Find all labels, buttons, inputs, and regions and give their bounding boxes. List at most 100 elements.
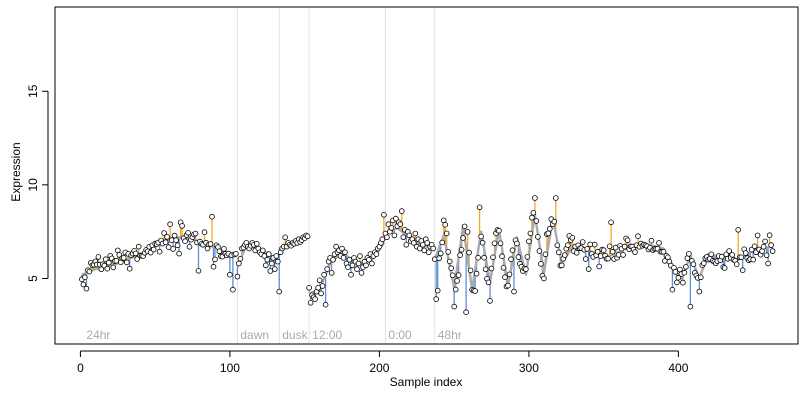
data-point	[499, 253, 505, 260]
data-point	[615, 252, 622, 258]
event-annotation-label: 12:00	[312, 328, 342, 342]
data-point	[95, 254, 102, 260]
data-point	[186, 244, 193, 250]
data-point	[282, 234, 289, 241]
data-point	[328, 270, 335, 276]
data-point	[738, 254, 744, 261]
event-annotation-label: 48hr	[438, 328, 462, 342]
data-point	[726, 248, 732, 254]
data-point	[124, 259, 130, 266]
data-point	[656, 240, 662, 246]
data-point	[363, 262, 369, 269]
data-point	[406, 232, 413, 239]
y-tick-label: 10	[26, 178, 40, 192]
data-point	[472, 288, 478, 294]
data-point	[381, 212, 387, 218]
data-point	[750, 256, 756, 263]
data-point	[237, 255, 244, 262]
data-point	[230, 286, 236, 293]
data-point	[452, 286, 459, 293]
data-point	[354, 266, 360, 272]
data-point	[233, 251, 239, 257]
data-point	[276, 288, 283, 295]
data-point	[424, 240, 431, 246]
data-point	[675, 274, 682, 281]
data-point	[460, 235, 466, 241]
data-point	[555, 249, 562, 256]
data-point	[608, 219, 614, 226]
data-point	[446, 258, 453, 265]
data-point	[236, 260, 242, 267]
data-point	[397, 221, 404, 228]
data-point	[342, 249, 348, 256]
data-point	[482, 266, 489, 273]
data-point	[430, 245, 437, 252]
data-point	[564, 242, 571, 248]
data-point	[259, 247, 266, 254]
event-annotation-label: 24hr	[86, 328, 110, 342]
data-point	[436, 255, 443, 262]
data-point	[268, 260, 275, 267]
data-point	[357, 253, 363, 259]
event-annotation-label: 0:00	[388, 328, 412, 342]
data-point	[319, 283, 326, 289]
data-point	[648, 237, 655, 244]
data-point	[677, 266, 683, 273]
data-point	[274, 258, 281, 265]
x-axis: 0 100 200 300 400	[77, 350, 689, 375]
data-point	[330, 256, 336, 263]
x-tick-label: 300	[519, 361, 539, 375]
data-point	[168, 237, 175, 243]
y-axis-label: Expression	[9, 142, 23, 201]
data-point	[126, 265, 133, 272]
data-point	[476, 204, 483, 211]
data-point	[632, 249, 638, 255]
data-point	[253, 241, 260, 247]
data-point	[621, 243, 628, 250]
data-point	[464, 229, 471, 235]
data-point	[496, 227, 502, 234]
data-point	[561, 252, 568, 258]
data-point	[174, 242, 181, 249]
data-point	[569, 235, 576, 241]
data-point	[457, 252, 463, 258]
event-annotation-label: dusk	[282, 328, 308, 342]
data-point	[527, 230, 534, 237]
data-point	[171, 232, 178, 239]
data-point	[535, 234, 541, 240]
data-point	[506, 271, 513, 278]
data-point	[135, 243, 142, 250]
data-point	[579, 239, 586, 245]
data-point	[115, 247, 121, 254]
data-point	[735, 227, 741, 233]
data-point	[552, 195, 559, 201]
data-point	[742, 250, 749, 256]
data-point	[195, 267, 202, 274]
data-point	[573, 250, 580, 256]
data-point	[442, 221, 449, 228]
data-point	[210, 263, 217, 270]
data-point	[348, 271, 354, 278]
data-point	[596, 263, 602, 270]
data-point	[346, 256, 353, 263]
data-point	[721, 265, 728, 271]
data-point	[355, 260, 362, 267]
data-point	[379, 236, 386, 243]
data-point	[262, 262, 269, 269]
data-point	[449, 272, 456, 279]
data-point	[454, 278, 460, 284]
data-point	[398, 208, 405, 214]
data-point	[451, 303, 458, 310]
data-point	[212, 256, 218, 263]
data-point	[455, 272, 462, 278]
data-point	[500, 264, 507, 271]
data-point	[606, 243, 613, 250]
data-point	[132, 250, 139, 257]
data-point	[466, 249, 472, 256]
data-point	[322, 301, 329, 308]
data-point	[765, 260, 771, 267]
data-point	[416, 245, 423, 252]
data-point	[384, 234, 390, 241]
data-point	[167, 221, 173, 228]
